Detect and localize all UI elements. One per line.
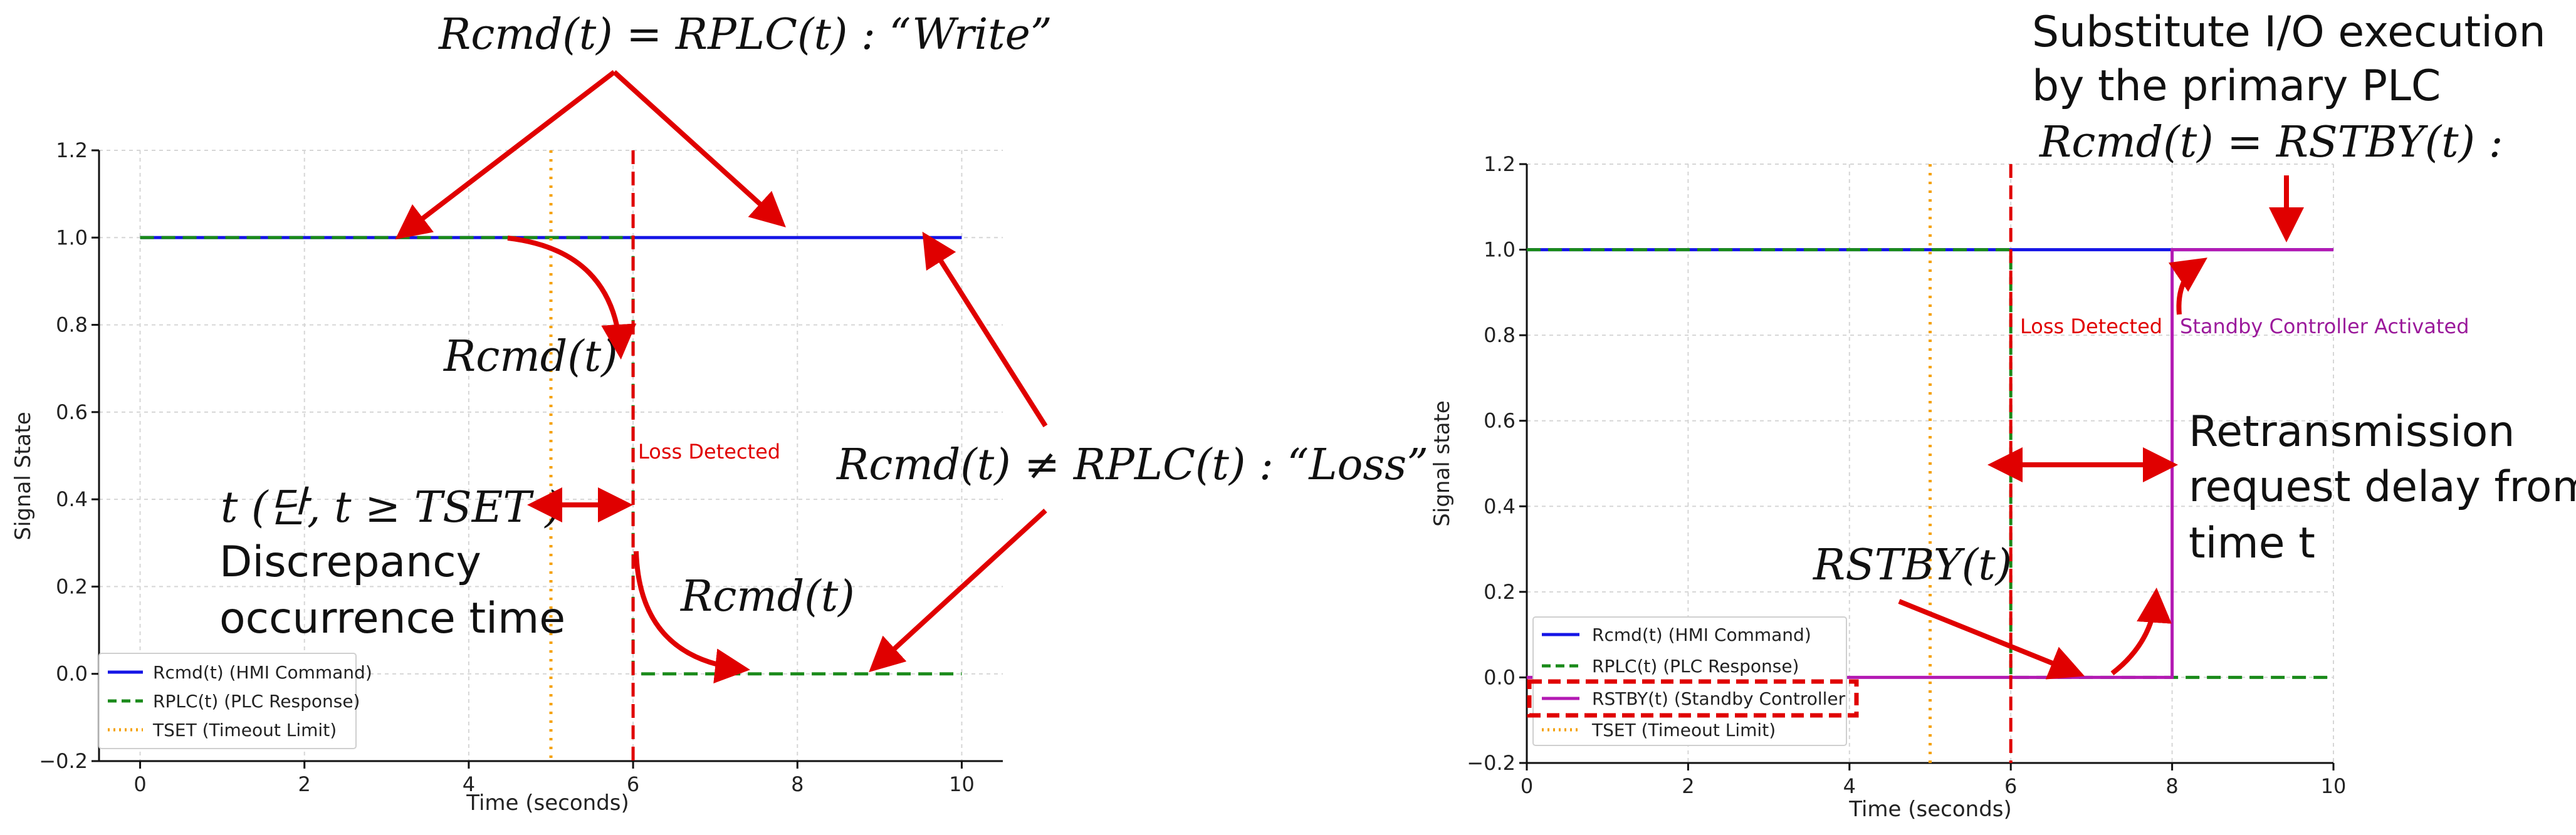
arrow-write-right <box>612 70 786 228</box>
annotation-loss: Rcmd(t) ≠ RPLC(t) : “Loss” <box>835 440 1428 490</box>
arrow-rcmd-lower <box>634 551 750 684</box>
x-tick-label: 2 <box>298 772 311 796</box>
x-tick-label: 6 <box>2004 774 2017 798</box>
annotation-retrans-2: request delay from <box>2189 462 2576 512</box>
annotation-arrows <box>1898 175 2304 680</box>
y-tick-label: 0.8 <box>56 313 88 337</box>
standby-activated-label: Standby Controller Activated <box>2180 314 2469 338</box>
legend-box <box>98 653 357 749</box>
y-axis-label: Signal State <box>11 412 36 540</box>
annotation-discrepancy-1: Discrepancy <box>219 537 481 587</box>
x-axis-label: Time (seconds) <box>1848 797 2012 822</box>
annotation-retrans-1: Retransmission <box>2189 407 2515 457</box>
x-tick-label: 2 <box>1682 774 1694 798</box>
x-tick-label: 0 <box>1521 774 1533 798</box>
arrow-write-left <box>395 70 616 240</box>
y-tick-label: 0.2 <box>56 574 88 598</box>
y-tick-label: −0.2 <box>39 749 88 773</box>
y-axis-label: Signal state <box>1430 400 1455 526</box>
legend-label-rplc: RPLC(t) (PLC Response) <box>1592 656 1799 677</box>
x-tick-label: 10 <box>949 772 975 796</box>
annotation-substitute-2: by the primary PLC <box>2032 61 2441 111</box>
x-tick-label: 8 <box>791 772 804 796</box>
legend: Rcmd(t) (HMI Command) RPLC(t) (PLC Respo… <box>98 653 372 749</box>
y-tick-label: 1.2 <box>1484 152 1516 176</box>
y-tick-label: 0.6 <box>56 400 88 424</box>
legend: Rcmd(t) (HMI Command) RPLC(t) (PLC Respo… <box>1527 616 1859 746</box>
chart-left: 0 2 4 6 8 10 −0.2 0.0 0.2 0.4 0.6 0.8 1.0 1.2 Time (s… <box>11 10 1428 816</box>
arrow-loss-upper <box>922 231 1048 428</box>
x-tick-label: 4 <box>463 772 475 796</box>
x-tick-label: 0 <box>134 772 146 796</box>
legend-label-rcmd: Rcmd(t) (HMI Command) <box>153 662 372 683</box>
x-tick-label: 4 <box>1843 774 1856 798</box>
y-tick-label: 1.2 <box>56 138 88 162</box>
x-tick-label: 10 <box>2321 774 2347 798</box>
legend-label-tset: TSET (Timeout Limit) <box>152 720 337 740</box>
x-tick-label: 6 <box>627 772 639 796</box>
arrow-rcmd-upper <box>507 236 637 360</box>
annotation-rstby: RSTBY(t) <box>1812 541 2012 590</box>
x-axis-label: Time (seconds) <box>466 791 629 816</box>
legend-label-rplc: RPLC(t) (PLC Response) <box>153 691 360 712</box>
annotation-t-condition: t (단, t ≥ TSET ) <box>221 483 562 532</box>
y-tick-label: 0.0 <box>1484 665 1516 689</box>
legend-label-rcmd: Rcmd(t) (HMI Command) <box>1592 625 1811 645</box>
y-tick-label: 0.4 <box>1484 494 1516 518</box>
x-tick-label: 8 <box>2165 774 2178 798</box>
legend-label-tset: TSET (Timeout Limit) <box>1591 720 1776 740</box>
annotation-discrepancy-2: occurrence time <box>219 594 565 643</box>
annotation-equation: Rcmd(t) = RSTBY(t) : <box>2038 118 2503 167</box>
arrow-standby <box>2168 257 2207 315</box>
arrow-loss-lower <box>869 509 1047 673</box>
y-tick-label: 0.8 <box>1484 323 1516 347</box>
y-tick-label: 1.0 <box>1484 238 1516 262</box>
annotation-write: Rcmd(t) = RPLC(t) : “Write” <box>437 10 1052 60</box>
legend-highlight-box <box>1527 679 1859 718</box>
y-tick-label: −0.2 <box>1467 751 1516 775</box>
arrow-rstby <box>1898 599 2085 680</box>
y-tick-label: 0.0 <box>56 662 88 686</box>
legend-label-rstby: RSTBY(t) (Standby Controller <box>1592 688 1846 709</box>
annotation-rcmd-upper: Rcmd(t) <box>442 332 618 381</box>
tick-labels: 0 2 4 6 8 10 −0.2 0.0 0.2 0.4 0.6 0.8 1.0 1.2 <box>39 138 975 796</box>
chart-right: 0 2 4 6 8 10 −0.2 0.0 0.2 0.4 0.6 0.8 1.0 1.2 Time (s… <box>1430 8 2576 822</box>
annotation-retrans-3: time t <box>2189 519 2315 568</box>
y-tick-label: 0.4 <box>56 487 88 511</box>
annotation-arrows <box>395 70 1048 684</box>
loss-detected-label: Loss Detected <box>2020 314 2162 338</box>
arrow-rstby-rise <box>2110 588 2172 676</box>
annotation-rcmd-lower: Rcmd(t) <box>679 572 855 621</box>
series-group <box>140 150 962 761</box>
loss-detected-label: Loss Detected <box>638 440 780 464</box>
y-tick-label: 0.2 <box>1484 580 1516 604</box>
y-tick-label: 0.6 <box>1484 409 1516 433</box>
tick-labels: 0 2 4 6 8 10 −0.2 0.0 0.2 0.4 0.6 0.8 1.0 1.2 <box>1467 152 2346 798</box>
y-tick-label: 1.0 <box>56 226 88 249</box>
annotation-substitute-1: Substitute I/O execution <box>2032 8 2546 57</box>
